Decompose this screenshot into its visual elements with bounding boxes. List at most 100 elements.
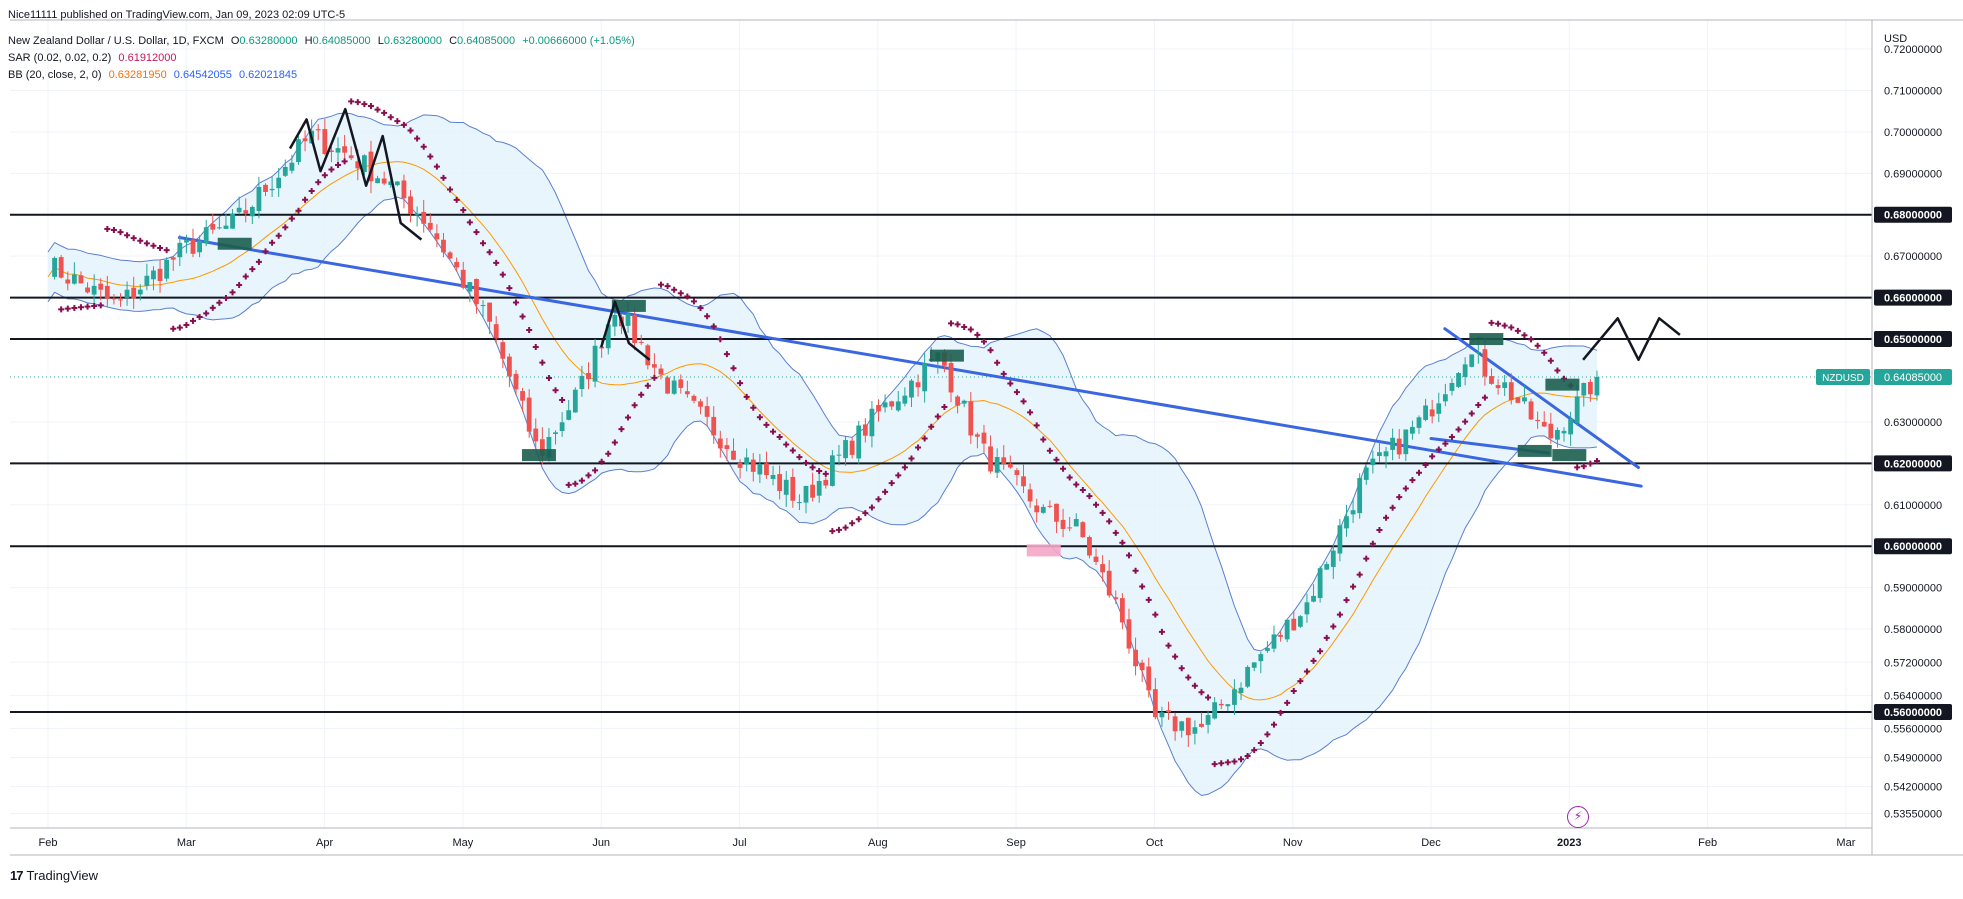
- sar-point: [855, 516, 862, 523]
- candle-body: [1574, 396, 1580, 423]
- candle-body: [981, 432, 987, 444]
- flash-icon[interactable]: ⚡: [1567, 806, 1589, 828]
- sar-point: [1000, 370, 1007, 377]
- candle-body: [124, 289, 130, 298]
- last-price-label-bg: [1874, 368, 1952, 385]
- candle-body: [1330, 550, 1336, 567]
- sar-point: [1343, 597, 1350, 604]
- level-label: 0.60000000: [1884, 541, 1942, 553]
- candle-body: [315, 129, 321, 131]
- x-tick-label: 2023: [1557, 837, 1581, 849]
- sar-point: [519, 313, 526, 320]
- candle-body: [750, 459, 756, 472]
- sar-point: [1402, 485, 1409, 492]
- candle-body: [157, 268, 163, 282]
- candle-body: [1304, 602, 1310, 615]
- candle-body: [1475, 351, 1481, 353]
- candle-body: [869, 408, 875, 437]
- legend-sar-row: SAR (0.02, 0.02, 0.2) 0.61912000: [8, 51, 181, 65]
- sar-point: [229, 289, 236, 296]
- sar-point: [908, 455, 915, 462]
- candle-body: [447, 252, 453, 259]
- sar-point: [1481, 394, 1488, 401]
- sar-point: [1317, 648, 1324, 655]
- sar-point: [176, 324, 183, 331]
- sar-point: [1244, 752, 1251, 759]
- y-tick-label: 0.56400000: [1884, 690, 1942, 702]
- sar-point: [901, 464, 908, 471]
- candle-body: [65, 279, 71, 284]
- sar-point: [321, 172, 328, 179]
- sar-point: [84, 303, 91, 310]
- symbol-title[interactable]: New Zealand Dollar / U.S. Dollar, 1D, FX…: [8, 35, 224, 47]
- sar-point: [203, 310, 210, 317]
- sar-point: [1099, 509, 1106, 516]
- candle-body: [856, 425, 862, 459]
- sar-point: [1270, 721, 1277, 728]
- candle-body: [520, 391, 525, 401]
- level-label-bg: [1874, 206, 1952, 223]
- sar-point: [1073, 481, 1080, 488]
- candle-body: [1541, 421, 1547, 427]
- sar-point: [143, 240, 150, 247]
- sar-point: [91, 302, 98, 309]
- sar-point: [954, 321, 961, 328]
- sar-point: [1007, 380, 1014, 387]
- candle-body: [1377, 452, 1382, 457]
- sar-point: [1020, 398, 1027, 405]
- candle-body: [434, 233, 440, 240]
- candle-body: [78, 275, 84, 284]
- ohlc-change: +0.00666000 (+1.05%): [522, 35, 635, 47]
- sar-point: [1079, 487, 1086, 494]
- tradingview-logo-icon: 17: [10, 868, 24, 883]
- candle-body: [236, 207, 242, 213]
- candle-body: [184, 240, 189, 243]
- candle-body: [803, 485, 809, 503]
- candle-body: [85, 287, 90, 293]
- level-label: 0.56000000: [1884, 707, 1942, 719]
- candle-body: [704, 406, 710, 417]
- candle-body: [526, 397, 532, 432]
- tradingview-logo[interactable]: 17 TradingView: [10, 868, 98, 883]
- candle-body: [849, 440, 855, 455]
- sar-value: 0.61912000: [118, 52, 177, 64]
- candle-body: [797, 502, 802, 504]
- sar-point: [1534, 342, 1541, 349]
- sar-point: [1330, 623, 1337, 630]
- sar-label[interactable]: SAR (0.02, 0.02, 0.2): [8, 52, 112, 64]
- candle-body: [1238, 687, 1244, 693]
- bb-lower-value: 0.62021845: [238, 69, 298, 81]
- candle-body: [546, 436, 552, 458]
- candle-body: [698, 401, 703, 407]
- candle-body: [1080, 522, 1086, 538]
- level-label: 0.65000000: [1884, 334, 1942, 346]
- candle-body: [1502, 382, 1508, 388]
- sar-point: [1462, 418, 1469, 425]
- sar-point: [783, 441, 790, 448]
- candle-body: [731, 450, 736, 460]
- candle-body: [302, 138, 308, 142]
- candle-body: [1258, 654, 1264, 662]
- candle-body: [230, 213, 235, 229]
- bb-label[interactable]: BB (20, close, 2, 0): [8, 69, 102, 81]
- candle-body: [1508, 382, 1514, 401]
- sar-point: [934, 413, 941, 420]
- candle-body: [1119, 598, 1125, 623]
- sar-point: [770, 428, 777, 435]
- sar-point: [631, 402, 638, 409]
- candle-body: [1264, 648, 1270, 651]
- sar-point: [1521, 332, 1528, 339]
- sar-point: [1191, 682, 1198, 689]
- sar-point: [104, 225, 111, 232]
- symbol-tag: NZDUSD: [1822, 373, 1864, 384]
- candle-body: [1581, 382, 1587, 396]
- sar-point: [302, 196, 309, 203]
- candle-body: [52, 257, 57, 277]
- candle-body: [210, 223, 216, 230]
- sar-point: [737, 380, 744, 387]
- candle-body: [91, 285, 97, 295]
- time-axis[interactable]: Feb Mar Apr May Jun Jul Aug Sep Oct Nov Dec 2023 Feb…: [39, 837, 1856, 849]
